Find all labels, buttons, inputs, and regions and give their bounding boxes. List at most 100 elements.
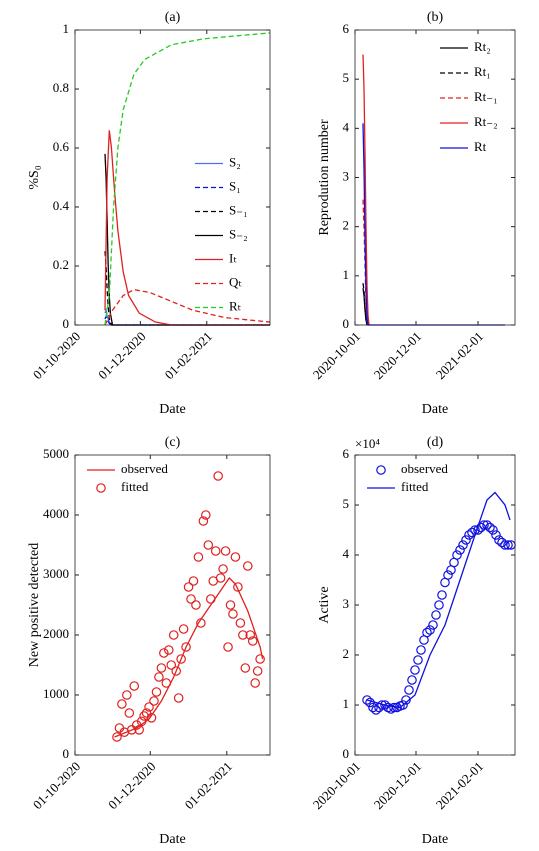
data-point xyxy=(161,678,172,688)
x-axis-label: Date xyxy=(422,402,448,417)
y-axis-label: %S₀ xyxy=(27,165,42,189)
data-point xyxy=(188,576,199,586)
legend-label: S₁ xyxy=(229,178,241,193)
data-point xyxy=(233,582,243,592)
data-point xyxy=(437,590,447,600)
data-point xyxy=(126,724,137,735)
data-point xyxy=(362,695,372,705)
data-point xyxy=(500,540,510,550)
data-point xyxy=(220,546,231,556)
y-tick-label: 4000 xyxy=(43,506,69,521)
series-line xyxy=(104,130,270,326)
legend-label: S₋₂ xyxy=(229,226,248,241)
data-point xyxy=(491,530,501,540)
series-line xyxy=(104,153,270,326)
data-point xyxy=(413,655,423,665)
x-tick-label: 01-02-2021 xyxy=(162,329,216,383)
legend-marker xyxy=(376,465,386,475)
y-tick-label: 0 xyxy=(63,746,70,761)
y-tick-label: 6 xyxy=(343,446,350,461)
data-point xyxy=(401,695,411,705)
data-point xyxy=(124,708,135,718)
data-point xyxy=(404,685,414,695)
y-tick-label: 2 xyxy=(343,646,350,661)
y-tick-label: 0.6 xyxy=(53,139,70,154)
x-axis-label: Date xyxy=(159,832,185,847)
data-point xyxy=(154,672,164,682)
y-axis-label: Active xyxy=(317,586,332,623)
y-tick-label: 2 xyxy=(343,218,350,233)
data-point xyxy=(122,690,132,700)
data-point xyxy=(159,648,169,658)
data-point xyxy=(503,540,513,550)
data-point xyxy=(410,665,420,675)
series-line xyxy=(366,491,511,709)
data-point xyxy=(494,535,504,545)
data-point xyxy=(215,573,226,583)
data-point xyxy=(452,550,462,560)
data-point xyxy=(129,681,140,691)
series-line xyxy=(104,32,271,326)
y-tick-label: 0 xyxy=(343,316,350,331)
y-tick-label: 0 xyxy=(63,316,70,331)
y-tick-label: 0.4 xyxy=(53,198,70,213)
y-tick-label: 5 xyxy=(343,70,350,85)
y-tick-label: 0.2 xyxy=(53,257,69,272)
data-point xyxy=(252,666,263,676)
y-tick-label: 5000 xyxy=(43,446,69,461)
legend-label: S₂ xyxy=(229,154,241,169)
data-point xyxy=(149,696,159,706)
data-point xyxy=(173,693,184,703)
data-point xyxy=(422,627,432,638)
y-tick-label: 3000 xyxy=(43,566,69,581)
x-tick-label: 2020-12-01 xyxy=(371,759,425,813)
legend-label: Rt₋₁ xyxy=(474,89,498,104)
legend-label: observed xyxy=(401,461,448,476)
series-line xyxy=(104,288,271,326)
data-point xyxy=(431,610,441,620)
data-point xyxy=(136,716,147,727)
legend-label: Rt₂ xyxy=(474,39,491,54)
y-tick-label: 6 xyxy=(343,21,350,36)
axes-box xyxy=(354,29,516,326)
y-tick-label: 0 xyxy=(343,746,350,761)
data-point xyxy=(198,516,209,526)
x-tick-label: 01-10-2020 xyxy=(30,759,84,813)
data-point xyxy=(235,618,246,628)
panel-title: (a) xyxy=(165,10,181,25)
y-tick-label: 2000 xyxy=(43,626,69,641)
x-tick-label: 01-12-2020 xyxy=(105,759,159,813)
data-point xyxy=(117,699,127,709)
data-point xyxy=(425,625,435,635)
series-line xyxy=(362,283,368,326)
y-axis-label: Reprodution number xyxy=(317,119,332,236)
y-tick-label: 4 xyxy=(343,546,350,561)
legend-label: fitted xyxy=(121,479,149,494)
data-point xyxy=(368,702,378,713)
x-tick-label: 2020-12-01 xyxy=(371,329,425,383)
y-tick-label: 0.8 xyxy=(53,80,69,95)
y-axis-label: New positive detected xyxy=(27,543,42,667)
x-axis-label: Date xyxy=(159,402,185,417)
panel-title: (b) xyxy=(427,10,444,25)
data-point xyxy=(458,540,468,550)
data-point xyxy=(213,471,223,481)
data-point xyxy=(245,630,256,640)
legend-label: Iₜ xyxy=(229,250,237,265)
data-point xyxy=(255,654,265,664)
data-point xyxy=(250,678,260,688)
y-multiplier: ×10⁴ xyxy=(355,436,380,451)
data-point xyxy=(210,546,221,556)
legend-marker xyxy=(96,483,106,493)
x-tick-label: 2020-10-01 xyxy=(310,759,364,813)
data-point xyxy=(225,600,236,610)
data-point xyxy=(218,564,228,574)
data-point xyxy=(181,642,191,652)
data-point xyxy=(443,570,453,580)
data-point xyxy=(193,552,204,562)
y-tick-label: 3 xyxy=(343,168,350,183)
data-point xyxy=(166,660,177,670)
data-point xyxy=(178,624,189,634)
legend-label: S₋₁ xyxy=(229,202,248,217)
legend-label: observed xyxy=(121,461,168,476)
